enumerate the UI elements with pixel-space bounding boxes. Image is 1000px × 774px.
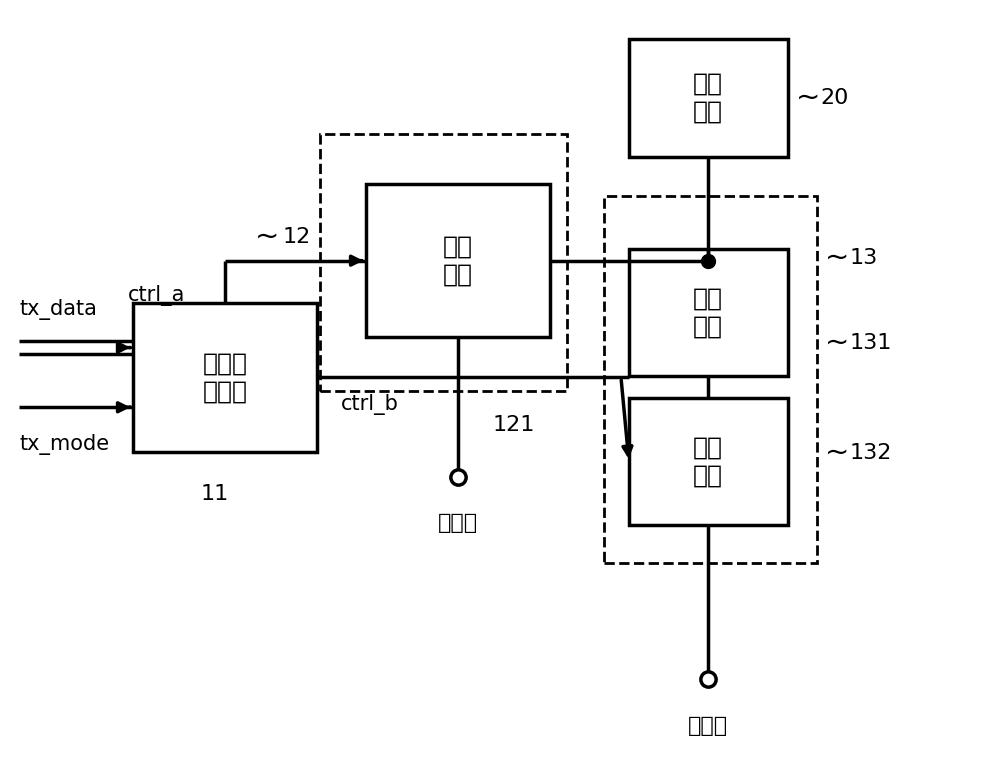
Text: 第一
开关: 第一 开关 — [443, 235, 473, 286]
Bar — [629, 399, 788, 525]
Text: 132: 132 — [850, 443, 892, 463]
Bar — [320, 135, 567, 391]
Text: ~: ~ — [825, 244, 850, 272]
Text: ~: ~ — [796, 84, 820, 112]
Bar — [366, 184, 550, 337]
Text: 121: 121 — [493, 416, 535, 435]
Text: 20: 20 — [820, 88, 849, 108]
Text: ~: ~ — [825, 439, 850, 467]
Text: tx_mode: tx_mode — [19, 433, 109, 454]
Text: ctrl_a: ctrl_a — [128, 285, 186, 306]
Bar — [133, 303, 317, 452]
Text: tx_data: tx_data — [19, 299, 97, 320]
Text: ~: ~ — [825, 329, 850, 357]
Bar — [604, 196, 817, 563]
Text: 12: 12 — [283, 227, 311, 247]
Bar — [629, 39, 788, 157]
Text: 13: 13 — [850, 248, 878, 268]
Text: ctrl_b: ctrl_b — [341, 394, 399, 415]
Text: ~: ~ — [255, 223, 279, 251]
Text: 地信号: 地信号 — [688, 716, 728, 736]
Text: 调整
模块: 调整 模块 — [693, 286, 723, 338]
Text: 第二
开关: 第二 开关 — [693, 436, 723, 488]
Bar — [629, 249, 788, 375]
Text: 单线
接口: 单线 接口 — [693, 72, 723, 124]
Text: 11: 11 — [201, 485, 229, 504]
Text: 发送控
制单元: 发送控 制单元 — [202, 351, 247, 403]
Text: 地信号: 地信号 — [438, 513, 478, 533]
Text: 131: 131 — [850, 333, 892, 353]
